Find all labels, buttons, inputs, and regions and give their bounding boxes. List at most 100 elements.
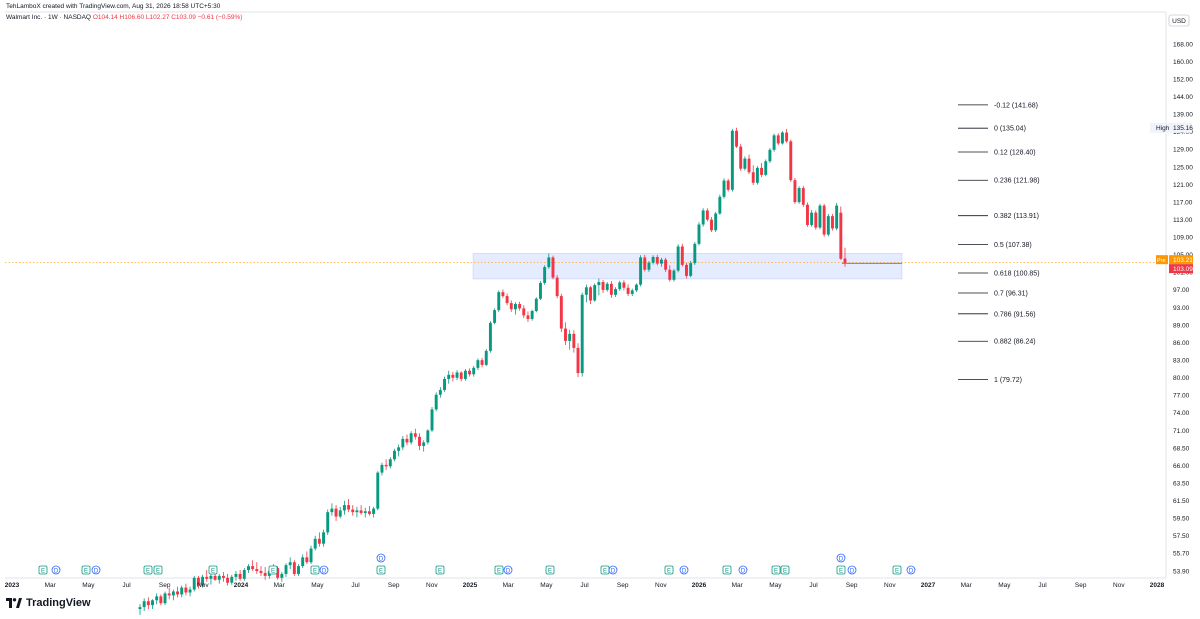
- price-tick-label: 66.00: [1173, 463, 1190, 470]
- candle: [359, 505, 363, 515]
- candle: [472, 366, 476, 377]
- time-tick-label: Nov: [884, 582, 896, 589]
- candle-body: [405, 438, 409, 443]
- dividend-icon: D: [906, 565, 916, 575]
- candle-body: [255, 569, 259, 571]
- dividend-icon: D: [51, 565, 61, 575]
- candle: [609, 281, 613, 298]
- candle-body: [534, 298, 538, 312]
- candle-body: [810, 212, 814, 225]
- candle-body: [163, 593, 167, 604]
- time-tick-label: Mar: [732, 582, 744, 589]
- svg-text:E: E: [774, 569, 778, 575]
- candle: [559, 293, 563, 333]
- price-tick-label: 121.00: [1173, 182, 1193, 189]
- candle: [630, 288, 634, 297]
- candle-body: [142, 601, 146, 608]
- price-tick-label: 109.00: [1173, 235, 1193, 242]
- candle: [259, 566, 263, 576]
- svg-text:D: D: [611, 568, 616, 574]
- candle: [547, 253, 551, 269]
- candle: [284, 563, 288, 577]
- candle-body: [180, 587, 184, 595]
- symbol-name[interactable]: Walmart Inc. · 1W · NASDAQ: [6, 14, 91, 21]
- candle-body: [593, 285, 597, 301]
- candle: [201, 574, 205, 588]
- last-value: 103.09: [1173, 266, 1193, 273]
- candle-body: [551, 257, 555, 278]
- candle: [501, 289, 505, 298]
- candle-body: [805, 204, 809, 225]
- candle: [622, 280, 626, 291]
- candle-body: [755, 167, 759, 183]
- candle-body: [342, 505, 346, 511]
- candle: [768, 147, 772, 164]
- candle: [288, 557, 292, 570]
- candle-body: [305, 557, 309, 563]
- candle-body: [451, 374, 455, 378]
- time-tick-label: Jul: [351, 582, 360, 589]
- candle: [234, 571, 238, 581]
- fib-level-label: 0 (135.04): [994, 126, 1026, 133]
- candle-body: [651, 256, 655, 263]
- time-axis[interactable]: 2023 Mar May Jul Sep Nov 2024 Mar May Jul Sep Nov 20…: [5, 553, 1165, 589]
- candle: [142, 598, 146, 612]
- tradingview-brand[interactable]: TradingView: [6, 597, 91, 609]
- candle-body: [572, 333, 576, 348]
- candle: [822, 203, 826, 237]
- time-tick-label: Sep: [388, 582, 400, 589]
- price-tick-label: 144.00: [1173, 94, 1193, 101]
- svg-text:E: E: [379, 569, 383, 575]
- candle: [447, 370, 451, 384]
- candle: [597, 278, 601, 296]
- candle: [793, 177, 797, 204]
- candle: [676, 244, 680, 273]
- candle-body: [605, 283, 609, 290]
- svg-text:D: D: [379, 556, 384, 562]
- candle: [380, 462, 384, 476]
- earnings-icon: E: [722, 565, 732, 575]
- candle: [426, 429, 430, 445]
- candle: [434, 392, 438, 412]
- candle-body: [505, 296, 509, 304]
- candle: [530, 309, 534, 321]
- candle-body: [334, 508, 338, 517]
- candle: [835, 202, 839, 231]
- candle: [564, 322, 567, 345]
- candle-body: [309, 548, 313, 563]
- candle: [593, 283, 597, 302]
- fibonacci-levels-layer: -0.12 (141.68) 0 (135.04) 0.12 (128.40) 0.2…: [958, 102, 1040, 384]
- candle-body: [814, 212, 818, 228]
- candle-body: [459, 372, 463, 379]
- candle: [760, 163, 764, 178]
- pre-value: 103.21: [1173, 257, 1193, 264]
- candle-body: [743, 158, 747, 169]
- candle-body: [338, 510, 342, 517]
- candle-body: [543, 267, 547, 283]
- candle-body: [843, 258, 847, 264]
- svg-text:E: E: [41, 569, 45, 575]
- candle-body: [576, 347, 580, 374]
- candle-body: [363, 511, 367, 514]
- candle: [664, 257, 668, 272]
- candle: [292, 560, 296, 576]
- candle: [196, 575, 200, 589]
- candle: [251, 560, 255, 571]
- candle-body: [209, 575, 213, 579]
- candle-body: [835, 205, 839, 229]
- candle-body: [839, 212, 843, 259]
- candle: [605, 282, 609, 292]
- candle-body: [447, 374, 451, 379]
- candle-body: [376, 472, 380, 509]
- candle: [155, 593, 159, 605]
- candle-body: [780, 132, 784, 144]
- candle: [209, 573, 213, 585]
- symbol-legend[interactable]: Walmart Inc. · 1W · NASDAQ O104.14 H106.…: [6, 13, 242, 23]
- candle: [518, 301, 522, 311]
- candle-body: [522, 308, 526, 316]
- price-axis[interactable]: USD168.00160.00152.00144.00139.00134.001…: [1150, 14, 1193, 575]
- time-tick-label: May: [998, 582, 1011, 589]
- candle-body: [196, 577, 200, 586]
- price-tick-label: 57.50: [1173, 533, 1190, 540]
